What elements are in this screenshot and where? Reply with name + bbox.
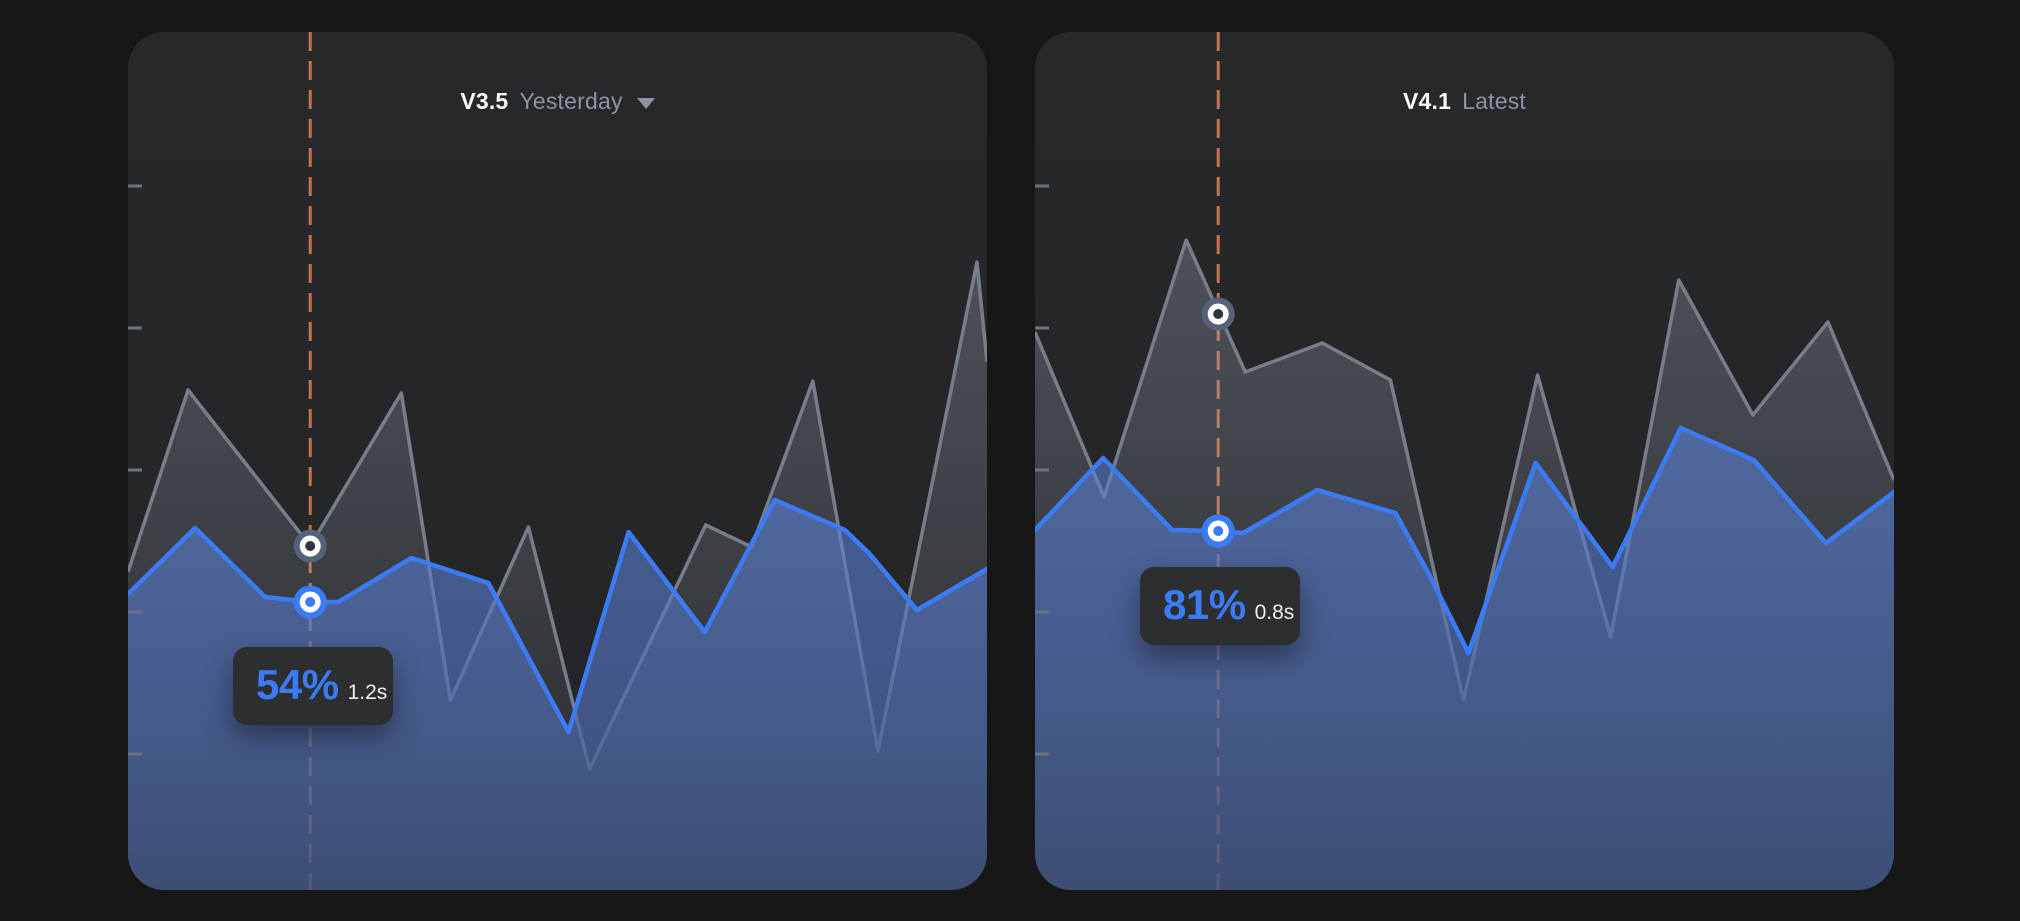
gray-marker-core [305,541,316,551]
panel-title: V4.1 Latest [1035,88,1894,115]
blue-marker-core [305,597,316,607]
chevron-down-icon [636,97,655,109]
period-label: Yesterday [519,88,623,114]
primary-blue-line [1035,425,1894,656]
version-panel-v35: V3.5 Yesterday 54% 1.2s [128,32,987,890]
chart-canvas[interactable] [128,32,987,890]
tooltip-time-value: 1.2s [347,681,388,704]
period-dropdown[interactable]: Yesterday [519,88,655,115]
period-dropdown[interactable]: Latest [1462,88,1526,115]
gray-marker-core [1213,309,1224,319]
primary-blue-line [128,497,987,735]
blue-marker-core [1213,526,1224,536]
primary-blue-area [1035,428,1894,890]
primary-blue-area [128,500,987,890]
panel-title: V3.5 Yesterday [128,88,987,115]
chart-canvas[interactable] [1035,32,1894,890]
hover-tooltip: 81% 0.8s [1140,567,1300,645]
period-label: Latest [1462,88,1526,114]
tooltip-percent-value: 54% [256,661,339,708]
version-label: V3.5 [460,88,509,114]
tooltip-time-value: 0.8s [1254,601,1295,624]
hover-tooltip: 54% 1.2s [233,647,393,725]
version-panel-v41: V4.1 Latest 81% 0.8s [1035,32,1894,890]
tooltip-percent-value: 81% [1163,581,1246,628]
version-label: V4.1 [1403,88,1452,114]
